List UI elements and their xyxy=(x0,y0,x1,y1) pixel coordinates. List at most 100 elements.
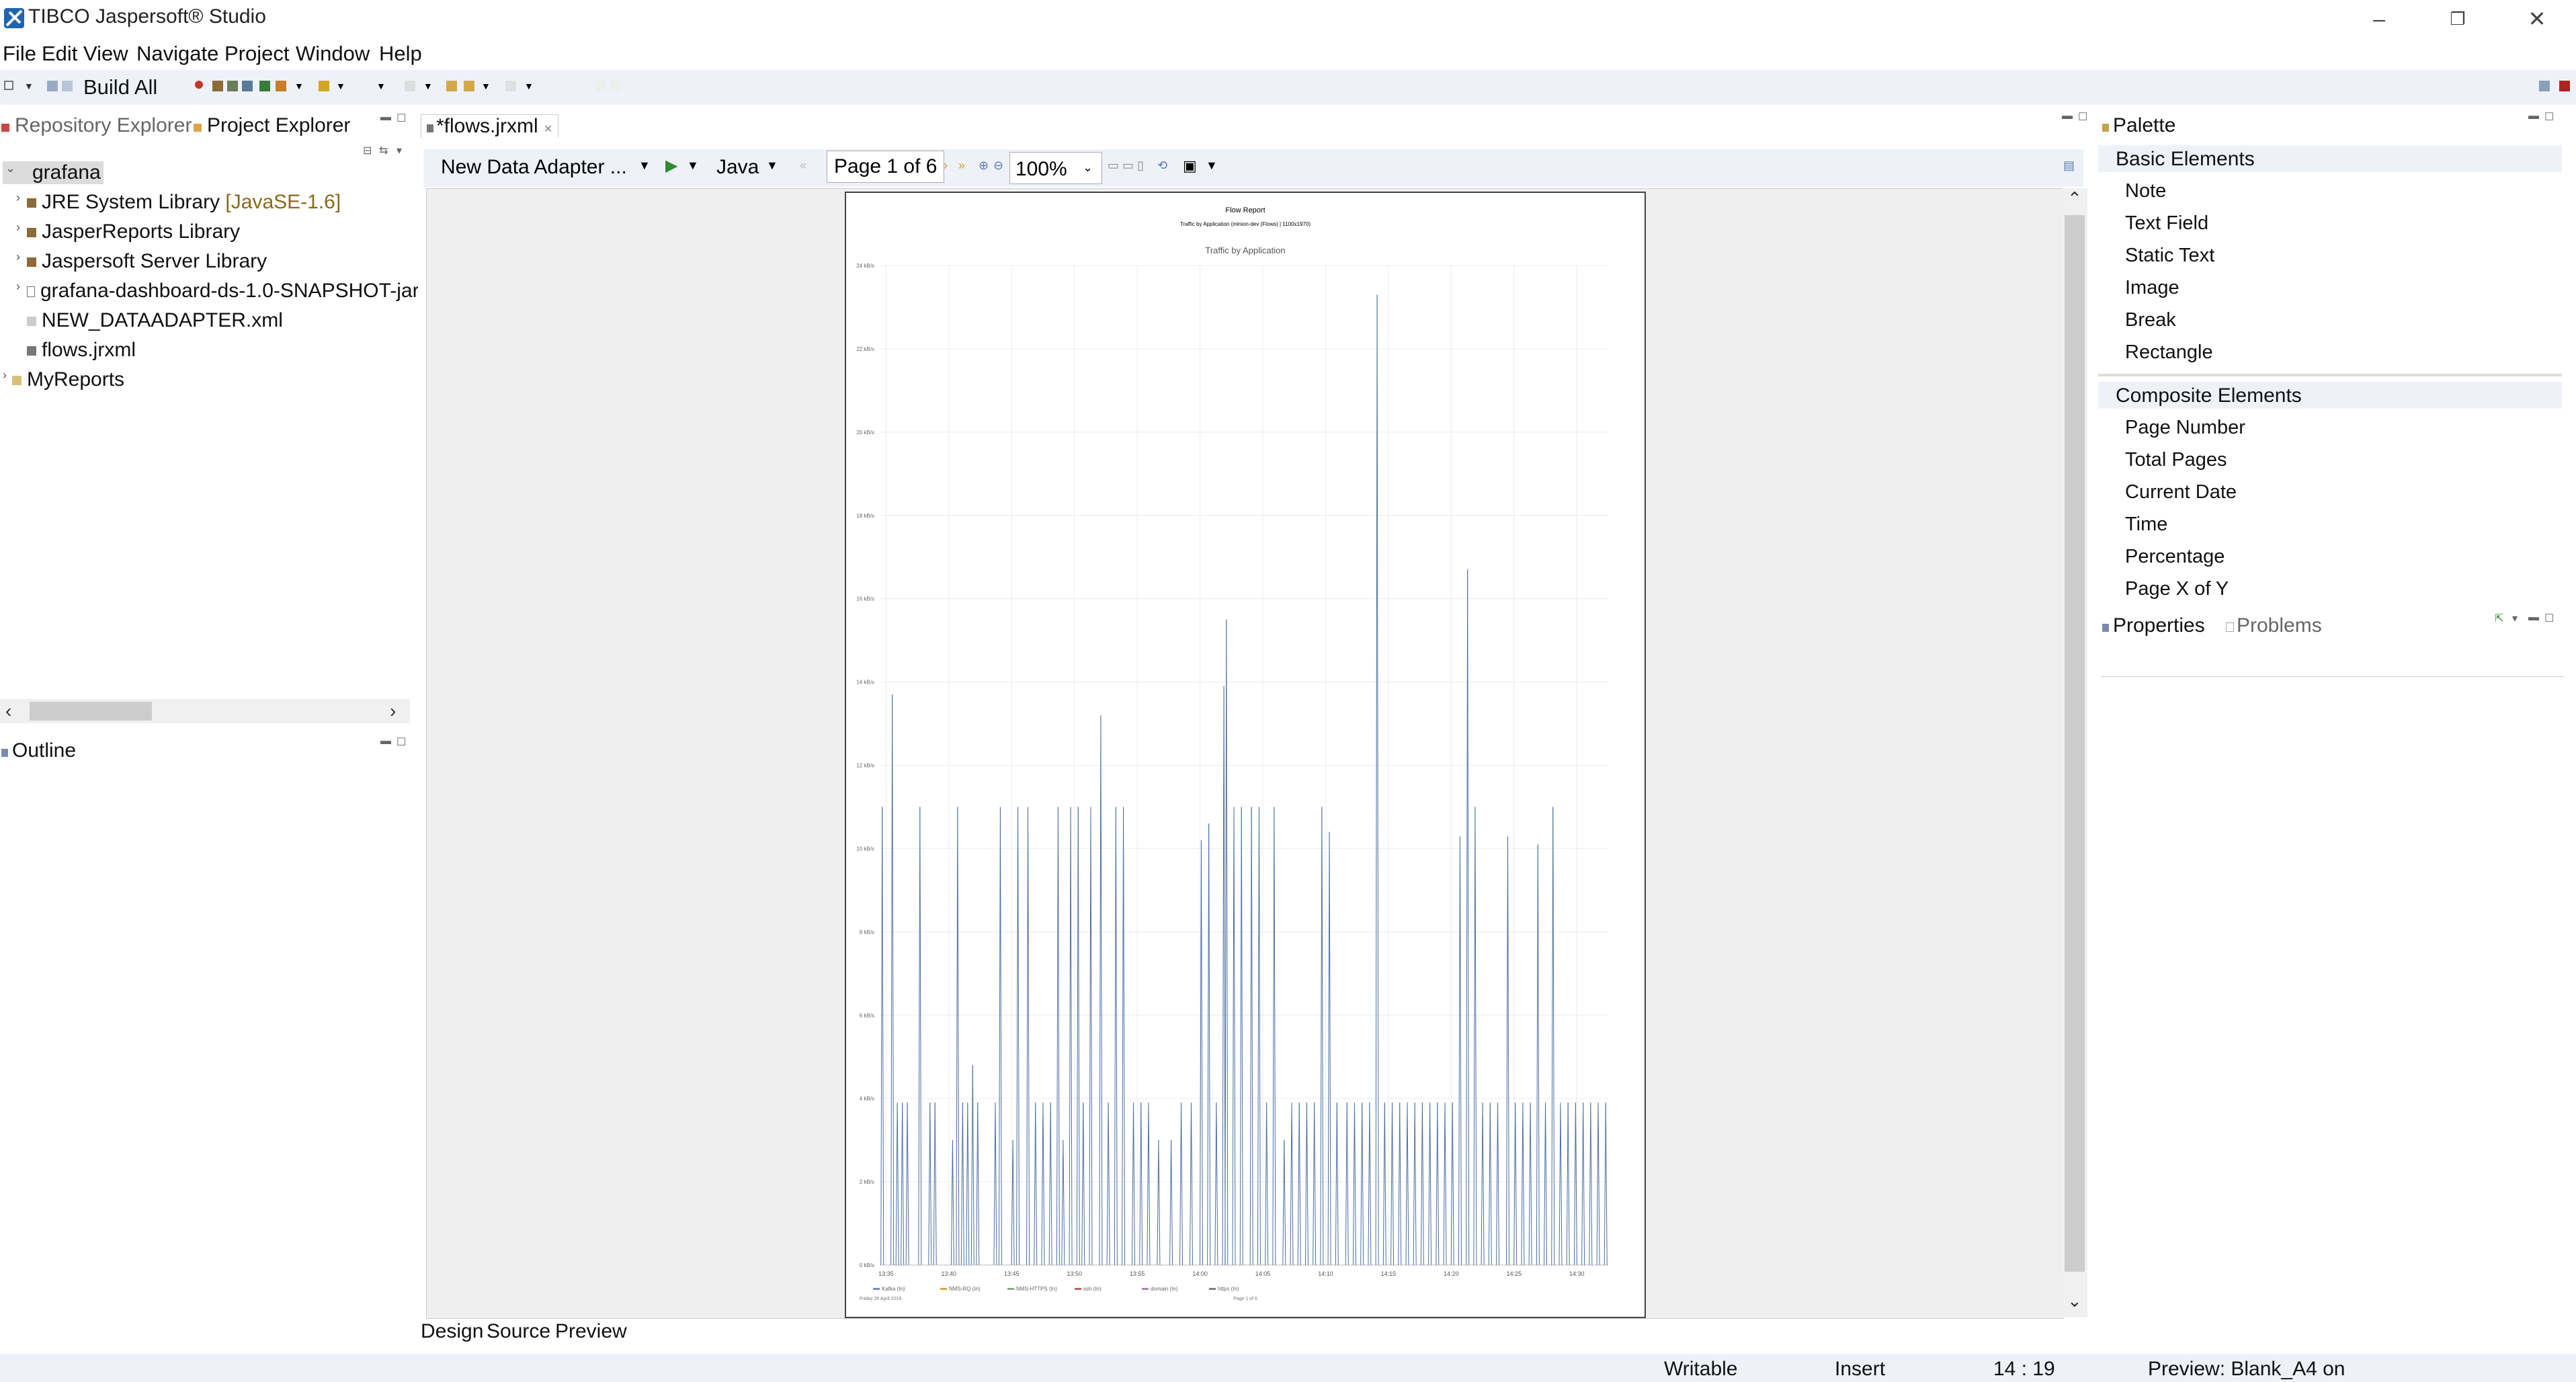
minimize-icon[interactable]: ▬ xyxy=(2528,110,2539,122)
menu-window[interactable]: Window xyxy=(296,42,370,66)
maximize-icon[interactable]: ☐ xyxy=(2078,110,2087,124)
last-page-icon[interactable]: » xyxy=(958,159,965,173)
tab-preview[interactable]: Preview xyxy=(552,1320,630,1343)
actual-size-icon[interactable]: ▯ xyxy=(1137,159,1144,173)
minimize-icon[interactable]: ▬ xyxy=(380,112,391,124)
link-editor-icon[interactable]: ⇆ xyxy=(379,144,388,157)
pin-dropdown-icon[interactable]: ▼ xyxy=(524,81,535,91)
tab-properties[interactable]: Properties xyxy=(2102,614,2205,637)
perspective-icon[interactable] xyxy=(2539,81,2550,91)
new-dropdown-icon[interactable]: ▼ xyxy=(24,81,35,91)
fit-width-icon[interactable]: ▭ xyxy=(1122,159,1134,173)
scroll-up-icon[interactable]: ⌃ xyxy=(2067,188,2082,209)
pin-icon[interactable] xyxy=(505,81,516,91)
close-button[interactable]: ✕ xyxy=(2507,3,2567,35)
run-icon[interactable] xyxy=(195,81,203,89)
vertical-scrollbar-thumb[interactable] xyxy=(2065,215,2085,1272)
build-all-button[interactable]: Build All xyxy=(83,75,157,99)
tool-icon[interactable] xyxy=(259,81,270,91)
palette-item-page-number[interactable]: Page Number xyxy=(2125,417,2245,439)
next-page-icon[interactable]: › xyxy=(944,159,948,173)
zoom-out-icon[interactable]: ⊖ xyxy=(993,159,1003,173)
minimize-button[interactable]: – xyxy=(2349,3,2409,35)
language-dropdown-icon[interactable]: ▼ xyxy=(766,159,778,173)
palette-sash[interactable] xyxy=(2098,374,2562,376)
zoom-in-icon[interactable]: ⊕ xyxy=(979,159,989,173)
scroll-right-icon[interactable]: › xyxy=(390,700,396,722)
menu-help[interactable]: Help xyxy=(379,42,422,66)
data-adapter-select[interactable]: New Data Adapter ... xyxy=(441,156,627,179)
palette-item-text-field[interactable]: Text Field xyxy=(2125,212,2208,235)
refresh-icon[interactable]: ⟲ xyxy=(1157,159,1167,173)
close-tab-icon[interactable]: ✕ xyxy=(544,124,552,135)
tree-item-grafana-jar[interactable]: › grafana-dashboard-ds-1.0-SNAPSHOT-jar xyxy=(17,280,419,302)
palette-item-page-x-of-y[interactable]: Page X of Y xyxy=(2125,578,2229,600)
annotation-dropdown-icon[interactable]: ▼ xyxy=(336,81,347,91)
minimize-icon[interactable]: ▬ xyxy=(380,735,391,747)
maximize-icon[interactable]: ☐ xyxy=(2544,110,2554,124)
undo-icon[interactable] xyxy=(595,81,606,91)
tab-palette[interactable]: Palette xyxy=(2102,114,2175,137)
next-annotation-icon[interactable] xyxy=(405,81,415,91)
tree-project-grafana[interactable]: ⌄ grafana xyxy=(3,161,103,184)
scrollbar-thumb[interactable] xyxy=(30,702,152,721)
save-all-icon[interactable] xyxy=(62,81,73,91)
tab-outline[interactable]: Outline xyxy=(1,739,76,762)
palette-item-static-text[interactable]: Static Text xyxy=(2125,245,2214,267)
fit-page-icon[interactable]: ▭ xyxy=(1108,159,1119,173)
publish-icon[interactable] xyxy=(227,81,238,91)
first-page-icon[interactable]: « xyxy=(800,159,806,173)
tree-item-jasperreports-library[interactable]: › JasperReports Library xyxy=(17,220,240,243)
palette-item-note[interactable]: Note xyxy=(2125,180,2166,202)
tab-design[interactable]: Design xyxy=(421,1320,483,1343)
save-icon[interactable] xyxy=(47,81,58,91)
palette-item-rectangle[interactable]: Rectangle xyxy=(2125,341,2213,364)
palette-item-image[interactable]: Image xyxy=(2125,277,2179,299)
scroll-left-icon[interactable]: ‹ xyxy=(5,700,11,722)
tab-problems[interactable]: Problems xyxy=(2226,614,2322,637)
console-icon[interactable]: ▤ xyxy=(2063,159,2075,173)
menu-project[interactable]: Project xyxy=(224,42,289,66)
menu-file[interactable]: File xyxy=(3,42,36,66)
tab-source[interactable]: Source xyxy=(487,1320,550,1343)
compile-icon[interactable] xyxy=(212,81,223,91)
palette-item-break[interactable]: Break xyxy=(2125,309,2176,331)
tab-repository-explorer[interactable]: Repository Explorer xyxy=(1,114,192,137)
palette-basic-elements-heading[interactable]: Basic Elements xyxy=(2116,148,2255,171)
tree-item-flows-jrxml[interactable]: flows.jrxml xyxy=(27,339,136,362)
tree-item-data-adapter[interactable]: NEW_DATAADAPTER.xml xyxy=(27,309,283,332)
menu-edit[interactable]: Edit xyxy=(42,42,77,66)
tab-flows-jrxml[interactable]: *flows.jrxml ✕ xyxy=(421,114,558,138)
minimize-icon[interactable]: ▬ xyxy=(2528,612,2539,624)
language-select[interactable]: Java xyxy=(716,156,759,179)
tree-item-jre[interactable]: › JRE System Library [JavaSE-1.6] xyxy=(17,191,341,214)
tab-project-explorer[interactable]: Project Explorer xyxy=(194,114,350,137)
jaspersoft-perspective-icon[interactable] xyxy=(2559,81,2570,91)
export-dropdown-icon[interactable]: ▼ xyxy=(1206,159,1218,173)
data-adapter-dropdown-icon[interactable]: ▼ xyxy=(638,159,651,173)
next-dropdown-icon[interactable]: ▼ xyxy=(423,81,434,91)
zoom-select[interactable]: 100% ⌄ xyxy=(1009,152,1102,184)
minimize-icon[interactable]: ▬ xyxy=(2062,110,2073,122)
collapse-all-icon[interactable]: ⊟ xyxy=(363,144,372,157)
search-icon[interactable] xyxy=(276,81,286,91)
view-menu-icon[interactable]: ▾ xyxy=(2512,612,2518,625)
menu-view[interactable]: View xyxy=(83,42,128,66)
deploy-icon[interactable] xyxy=(242,81,253,91)
pin-view-icon[interactable]: ⇱ xyxy=(2495,612,2503,625)
palette-item-total-pages[interactable]: Total Pages xyxy=(2125,449,2227,471)
run-dropdown-icon[interactable]: ▼ xyxy=(687,159,699,173)
restore-button[interactable]: ❐ xyxy=(2427,3,2488,35)
palette-composite-elements-heading[interactable]: Composite Elements xyxy=(2116,384,2302,407)
view-menu-icon[interactable]: ▾ xyxy=(397,144,402,157)
maximize-icon[interactable]: ☐ xyxy=(2544,612,2554,625)
nav-dropdown-icon[interactable]: ▼ xyxy=(376,81,387,91)
run-report-icon[interactable]: ▶ xyxy=(665,156,677,175)
palette-item-current-date[interactable]: Current Date xyxy=(2125,481,2237,503)
search-dropdown-icon[interactable]: ▼ xyxy=(294,81,305,91)
back-icon[interactable] xyxy=(446,81,457,91)
scroll-down-icon[interactable]: ⌄ xyxy=(2067,1291,2082,1311)
palette-item-percentage[interactable]: Percentage xyxy=(2125,546,2225,568)
tree-project-myreports[interactable]: › MyReports xyxy=(3,368,124,391)
palette-item-time[interactable]: Time xyxy=(2125,514,2167,536)
